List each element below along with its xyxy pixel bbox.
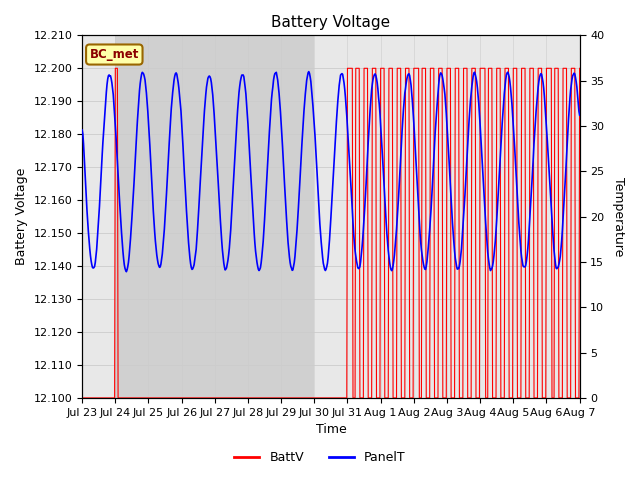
Title: Battery Voltage: Battery Voltage <box>271 15 390 30</box>
Bar <box>115 36 314 398</box>
Y-axis label: Battery Voltage: Battery Voltage <box>15 168 28 265</box>
Legend: BattV, PanelT: BattV, PanelT <box>229 446 411 469</box>
Text: BC_met: BC_met <box>90 48 139 61</box>
X-axis label: Time: Time <box>316 423 346 436</box>
Y-axis label: Temperature: Temperature <box>612 177 625 256</box>
